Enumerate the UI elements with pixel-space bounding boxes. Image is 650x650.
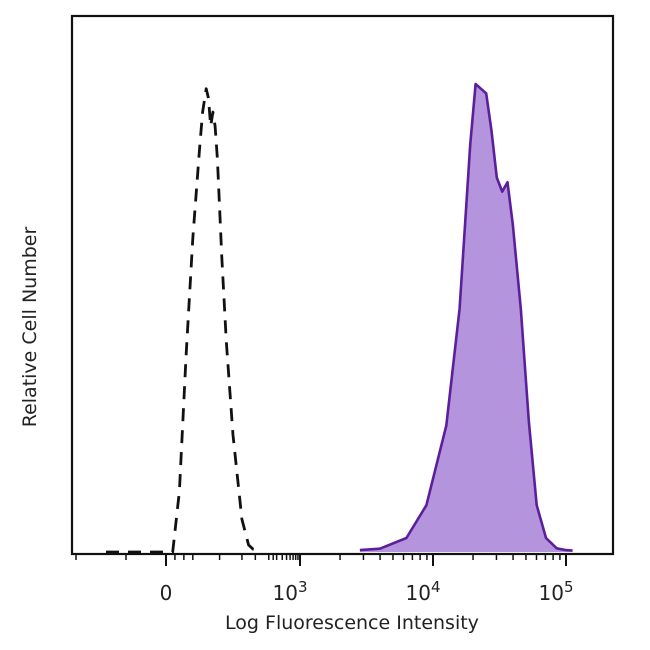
series-layer — [106, 82, 573, 554]
x-axis-label: Log Fluorescence Intensity — [225, 612, 479, 634]
x-axis-ticks: 0 103 104 105 — [75, 554, 574, 605]
series-1-area — [359, 84, 573, 552]
x-tick-label: 105 — [539, 578, 574, 605]
x-tick-label: 104 — [406, 578, 441, 605]
y-axis-label: Relative Cell Number — [19, 227, 41, 428]
x-tick-label: 103 — [273, 578, 308, 605]
series-1-line — [359, 82, 573, 552]
plot-frame — [70, 14, 615, 556]
series-0-line — [106, 87, 261, 554]
x-tick-label: 0 — [160, 581, 173, 605]
